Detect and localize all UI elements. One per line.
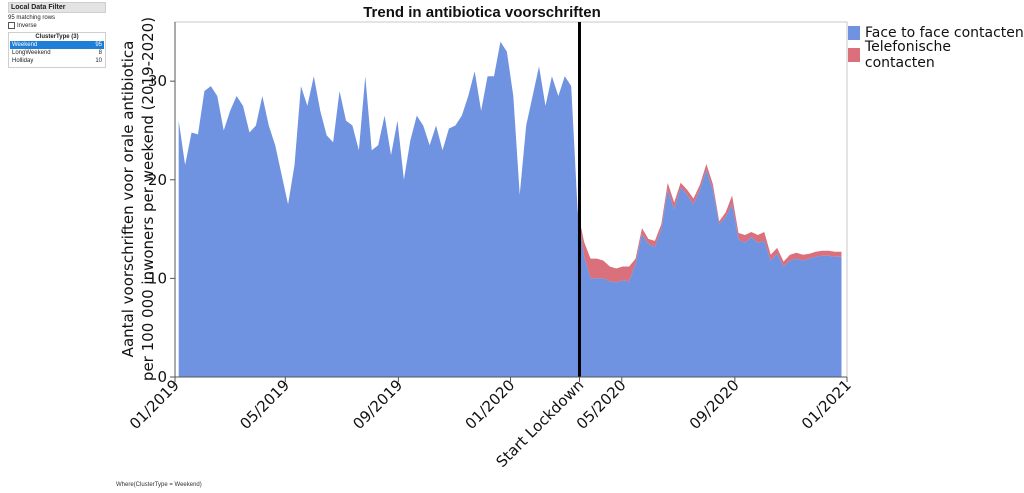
chart-title: Trend in antibiotica voorschriften bbox=[363, 4, 601, 21]
filter-title[interactable]: Local Data Filter bbox=[8, 2, 106, 13]
list-item-longweekend[interactable]: LongWeekend 8 bbox=[10, 49, 104, 57]
list-item-count: 95 bbox=[95, 42, 102, 48]
y-tick-label: 10 bbox=[148, 269, 167, 287]
legend-label-tele: Telefonische contacten bbox=[864, 39, 951, 71]
inverse-toggle[interactable]: Inverse bbox=[8, 22, 106, 29]
chart-legend: Face to face contacten Telefonische cont… bbox=[848, 22, 1024, 71]
inverse-label: Inverse bbox=[17, 22, 37, 29]
x-tick-label: 01/2020 bbox=[462, 376, 519, 433]
legend-swatch-face bbox=[848, 26, 860, 40]
inverse-checkbox[interactable] bbox=[8, 22, 15, 29]
x-tick-label: 01/2019 bbox=[126, 376, 183, 433]
list-item-label: Weekend bbox=[12, 42, 38, 48]
legend-item-tele[interactable]: Telefonische contacten bbox=[848, 39, 1024, 71]
list-item-label: Holliday bbox=[12, 58, 34, 64]
y-axis-ticks: 0 10 20 30 bbox=[148, 72, 175, 386]
clustertype-listbox[interactable]: ClusterType (3) Weekend 95 LongWeekend 8… bbox=[8, 32, 106, 68]
x-tick-label: 01/2021 bbox=[798, 376, 855, 433]
legend-swatch-tele bbox=[848, 48, 860, 62]
local-data-filter: Local Data Filter 95 matching rows Inver… bbox=[8, 2, 106, 68]
x-tick-label: 05/2019 bbox=[236, 376, 293, 433]
x-tick-label: 09/2019 bbox=[349, 376, 406, 433]
series-area-face-to-face bbox=[178, 41, 842, 377]
list-item-label: LongWeekend bbox=[12, 50, 51, 56]
y-axis-label-line2: per 100 000 inwoners per weekend (2019-2… bbox=[139, 17, 157, 381]
series-areas bbox=[178, 41, 842, 377]
legend-item-face[interactable]: Face to face contacten bbox=[848, 22, 1024, 44]
y-axis-label-line1: Aantal voorschriften voor orale antibiot… bbox=[119, 41, 137, 358]
where-clause: Where(ClusterType = Weekend) bbox=[116, 482, 202, 488]
list-item-count: 8 bbox=[98, 50, 102, 56]
list-item-count: 10 bbox=[95, 58, 102, 64]
list-item-weekend[interactable]: Weekend 95 bbox=[10, 41, 104, 49]
matching-rows-text: 95 matching rows bbox=[8, 15, 56, 21]
y-tick-label: 0 bbox=[157, 368, 167, 386]
list-item-holliday[interactable]: Holliday 10 bbox=[10, 57, 104, 65]
y-tick-label: 30 bbox=[148, 72, 167, 90]
legend-label-face: Face to face contacten bbox=[865, 25, 1024, 41]
x-tick-label: 09/2020 bbox=[686, 376, 743, 433]
listbox-header: ClusterType (3) bbox=[35, 34, 79, 40]
y-tick-label: 20 bbox=[148, 171, 167, 189]
